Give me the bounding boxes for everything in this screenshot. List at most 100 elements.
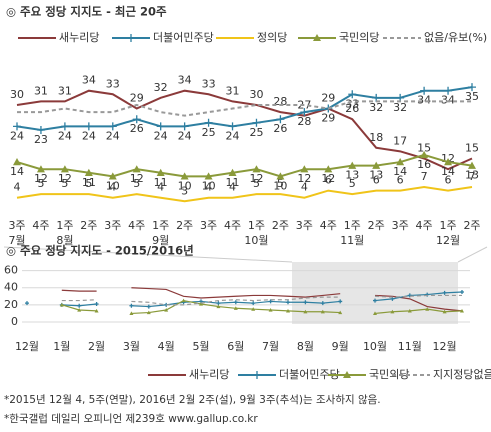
point-marker <box>407 293 412 298</box>
data-label: 3 <box>181 184 188 197</box>
point-marker <box>320 301 325 306</box>
point-marker <box>338 299 343 304</box>
x-tick-label: 2월 <box>88 340 105 353</box>
data-label: 26 <box>130 122 144 135</box>
y-tick-label: 20 <box>4 298 18 311</box>
data-label: 29 <box>130 92 144 105</box>
data-label: 27 <box>297 99 311 112</box>
data-label: 4 <box>14 181 21 194</box>
data-label: 29 <box>321 92 335 105</box>
x-tick-label: 7월 <box>262 340 279 353</box>
x-tick-label: 4주 <box>32 219 49 232</box>
point-marker <box>228 122 237 131</box>
point-marker <box>268 308 273 312</box>
x-tick-label: 12월 <box>15 340 39 353</box>
x-group-label: 7월 <box>8 234 25 247</box>
point-marker <box>373 298 377 303</box>
data-label: 34 <box>82 74 96 87</box>
x-tick-label: 1월 <box>53 340 70 353</box>
legend-label: 국민의당 <box>369 368 409 381</box>
point-marker <box>77 303 82 308</box>
point-marker <box>468 83 476 92</box>
point-marker <box>303 300 308 305</box>
data-label: 28 <box>273 95 287 108</box>
data-label: 14 <box>10 165 24 178</box>
legend-marker <box>313 34 321 41</box>
data-label: 7 <box>469 170 476 183</box>
data-label: 24 <box>178 129 192 142</box>
data-label: 35 <box>465 90 479 103</box>
zoom-guide <box>3 246 293 263</box>
chart-title: ◎ 주요 정당 지지도 - 2015/2016년 <box>6 244 194 258</box>
chart-title: ◎ 주요 정당 지지도 - 최근 20주 <box>6 5 167 19</box>
point-marker <box>94 302 99 306</box>
point-marker <box>146 310 151 315</box>
data-label: 33 <box>345 97 359 110</box>
point-marker <box>204 172 213 180</box>
series-line <box>61 287 463 312</box>
data-label: 16 <box>417 158 431 171</box>
legend-marker <box>127 34 135 42</box>
point-marker <box>25 301 29 306</box>
x-tick-label: 2주 <box>272 219 289 232</box>
series-line <box>17 100 472 117</box>
point-marker <box>320 309 325 314</box>
x-tick-label: 4주 <box>128 219 145 232</box>
footnote: *2015년 12월 4, 5주(연말), 2016년 2월 2주(설), 9월… <box>4 393 381 406</box>
point-marker <box>460 290 464 294</box>
data-label: 18 <box>369 131 383 144</box>
data-label: 13 <box>345 169 359 182</box>
data-label: 11 <box>154 176 168 189</box>
data-label: 33 <box>106 77 120 90</box>
x-tick-label: 3주 <box>392 219 409 232</box>
point-marker <box>60 122 69 131</box>
point-marker <box>129 311 134 316</box>
data-label: 12 <box>249 172 263 185</box>
point-marker <box>348 161 357 169</box>
point-marker <box>180 172 189 180</box>
point-marker <box>276 115 285 124</box>
data-label: 30 <box>10 88 24 101</box>
x-tick-label: 3주 <box>200 219 217 232</box>
point-marker <box>36 165 45 173</box>
point-marker <box>84 122 93 131</box>
x-group-label: 8월 <box>56 234 73 247</box>
point-marker <box>199 302 203 306</box>
data-label: 4 <box>301 181 308 194</box>
data-label: 5 <box>277 177 284 190</box>
x-tick-label: 4주 <box>224 219 241 232</box>
data-label: 4 <box>157 181 164 194</box>
point-marker <box>444 158 453 166</box>
point-marker <box>348 90 357 99</box>
data-label: 24 <box>10 129 24 142</box>
legend-label: 없음/유보(%) <box>424 31 487 44</box>
legend-label: 정의당 <box>257 31 287 44</box>
point-marker <box>216 301 221 306</box>
data-label: 31 <box>58 84 72 97</box>
data-label: 4 <box>229 181 236 194</box>
point-marker <box>442 290 447 295</box>
x-tick-label: 2주 <box>463 219 480 232</box>
x-tick-label: 3주 <box>296 219 313 232</box>
x-tick-label: 2주 <box>368 219 385 232</box>
data-label: 34 <box>178 74 192 87</box>
data-label: 24 <box>226 129 240 142</box>
data-label: 29 <box>321 112 335 125</box>
series-line <box>16 186 473 203</box>
data-label: 31 <box>226 84 240 97</box>
x-tick-label: 2주 <box>80 219 97 232</box>
point-marker <box>286 308 290 313</box>
data-label: 6 <box>397 174 404 187</box>
data-label: 23 <box>34 133 48 146</box>
x-tick-label: 8월 <box>297 340 314 353</box>
point-marker <box>396 158 405 166</box>
data-label: 10 <box>202 179 216 192</box>
x-group-label: 12월 <box>436 234 460 247</box>
footnote: *한국갤럽 데일리 오피니언 제239호 www.gallup.co.kr <box>4 412 258 425</box>
x-tick-label: 4월 <box>158 340 175 353</box>
point-marker <box>420 150 429 159</box>
point-marker <box>251 307 256 311</box>
x-tick-label: 5월 <box>192 340 209 353</box>
point-marker <box>36 125 45 134</box>
